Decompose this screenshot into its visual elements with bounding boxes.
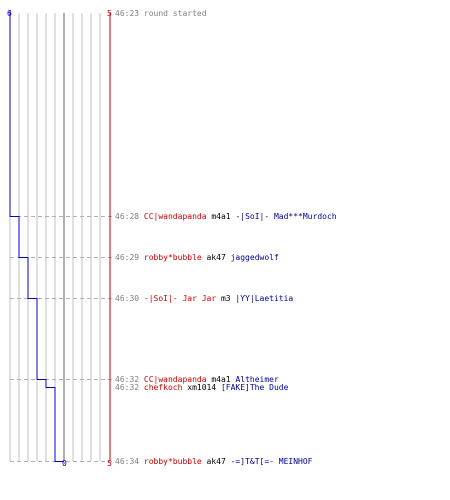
killer-name: chefkoch xyxy=(143,383,183,392)
kill-entry: 46:32 chefkoch xm1014 [FAKE]The Dude xyxy=(115,383,288,392)
blue-team-score-line xyxy=(9,10,64,462)
weapon-name: m4a1 xyxy=(206,375,236,384)
killer-name: robby*bubble xyxy=(143,253,202,262)
weapon-name: m3 xyxy=(216,294,236,303)
blue-score-bottom-label: 0 xyxy=(62,459,67,468)
event-time: 46:32 xyxy=(115,375,144,384)
weapon-name: xm1014 xyxy=(182,383,221,392)
victim-name: -=]T&T[=- MEINHOF xyxy=(230,457,313,466)
red-score-top-label: 5 xyxy=(107,9,112,18)
victim-name: jaggedwolf xyxy=(230,253,279,262)
event-dash-lines xyxy=(10,216,114,462)
event-time: 46:32 xyxy=(115,383,144,392)
kill-entry: 46:29 robby*bubble ak47 jaggedwolf xyxy=(115,253,279,262)
red-score-bottom-label: 5 xyxy=(107,459,112,468)
weapon-name: ak47 xyxy=(201,457,231,466)
event-time: 46:34 xyxy=(115,457,144,466)
victim-name: -|SoI|- Mad***Murdoch xyxy=(235,212,337,221)
victim-name: [FAKE]The Dude xyxy=(220,383,289,392)
killer-name: -|SoI|- Jar Jar xyxy=(143,294,217,303)
blue-score-top-label: 6 xyxy=(7,9,12,18)
event-time: 46:30 xyxy=(115,294,144,303)
event-time: 46:29 xyxy=(115,253,144,262)
weapon-name: ak47 xyxy=(201,253,231,262)
round-start-entry: 46:23 round started xyxy=(115,9,207,18)
grid-lines xyxy=(9,13,101,461)
killer-name: CC|wandapanda xyxy=(143,212,207,221)
weapon-name: m4a1 xyxy=(206,212,236,221)
killer-name: CC|wandapanda xyxy=(143,375,207,384)
kill-entry: 46:30 -|SoI|- Jar Jar m3 |YY|Laetitia xyxy=(115,294,293,303)
event-time: 46:23 xyxy=(115,9,144,18)
kill-entry: 46:34 robby*bubble ak47 -=]T&T[=- MEINHO… xyxy=(115,457,313,466)
victim-name: |YY|Laetitia xyxy=(235,294,294,303)
kill-entry: 46:28 CC|wandapanda m4a1 -|SoI|- Mad***M… xyxy=(115,212,337,221)
victim-name: Altheimer xyxy=(235,375,279,384)
kill-entry: 46:32 CC|wandapanda m4a1 Altheimer xyxy=(115,375,279,384)
event-message: round started xyxy=(143,9,207,18)
killer-name: robby*bubble xyxy=(143,457,202,466)
event-time: 46:28 xyxy=(115,212,144,221)
